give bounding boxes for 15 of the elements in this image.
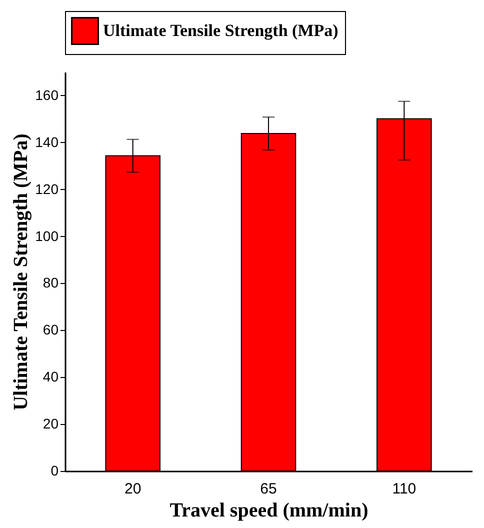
y-tick-label: 100: [35, 228, 59, 244]
x-tick-label: 110: [392, 480, 416, 498]
y-tick-label: 140: [35, 134, 59, 150]
y-tick-label: 60: [42, 322, 59, 338]
y-tick-label: 80: [42, 274, 59, 291]
y-tick-label: 20: [42, 416, 59, 432]
y-tick-label: 160: [35, 86, 59, 103]
x-tick-label: 65: [260, 480, 277, 498]
y-tick-label: 0: [50, 462, 59, 478]
y-tick-label: 40: [42, 368, 59, 385]
x-axis-title: Travel speed (mm/min): [170, 500, 368, 522]
y-tick-label: 120: [35, 180, 59, 197]
legend-label: Ultimate Tensile Strength (MPa): [103, 21, 338, 40]
x-tick-label: 20: [124, 480, 142, 498]
y-axis-title: Ultimate Tensile Strength (MPa): [10, 134, 32, 410]
